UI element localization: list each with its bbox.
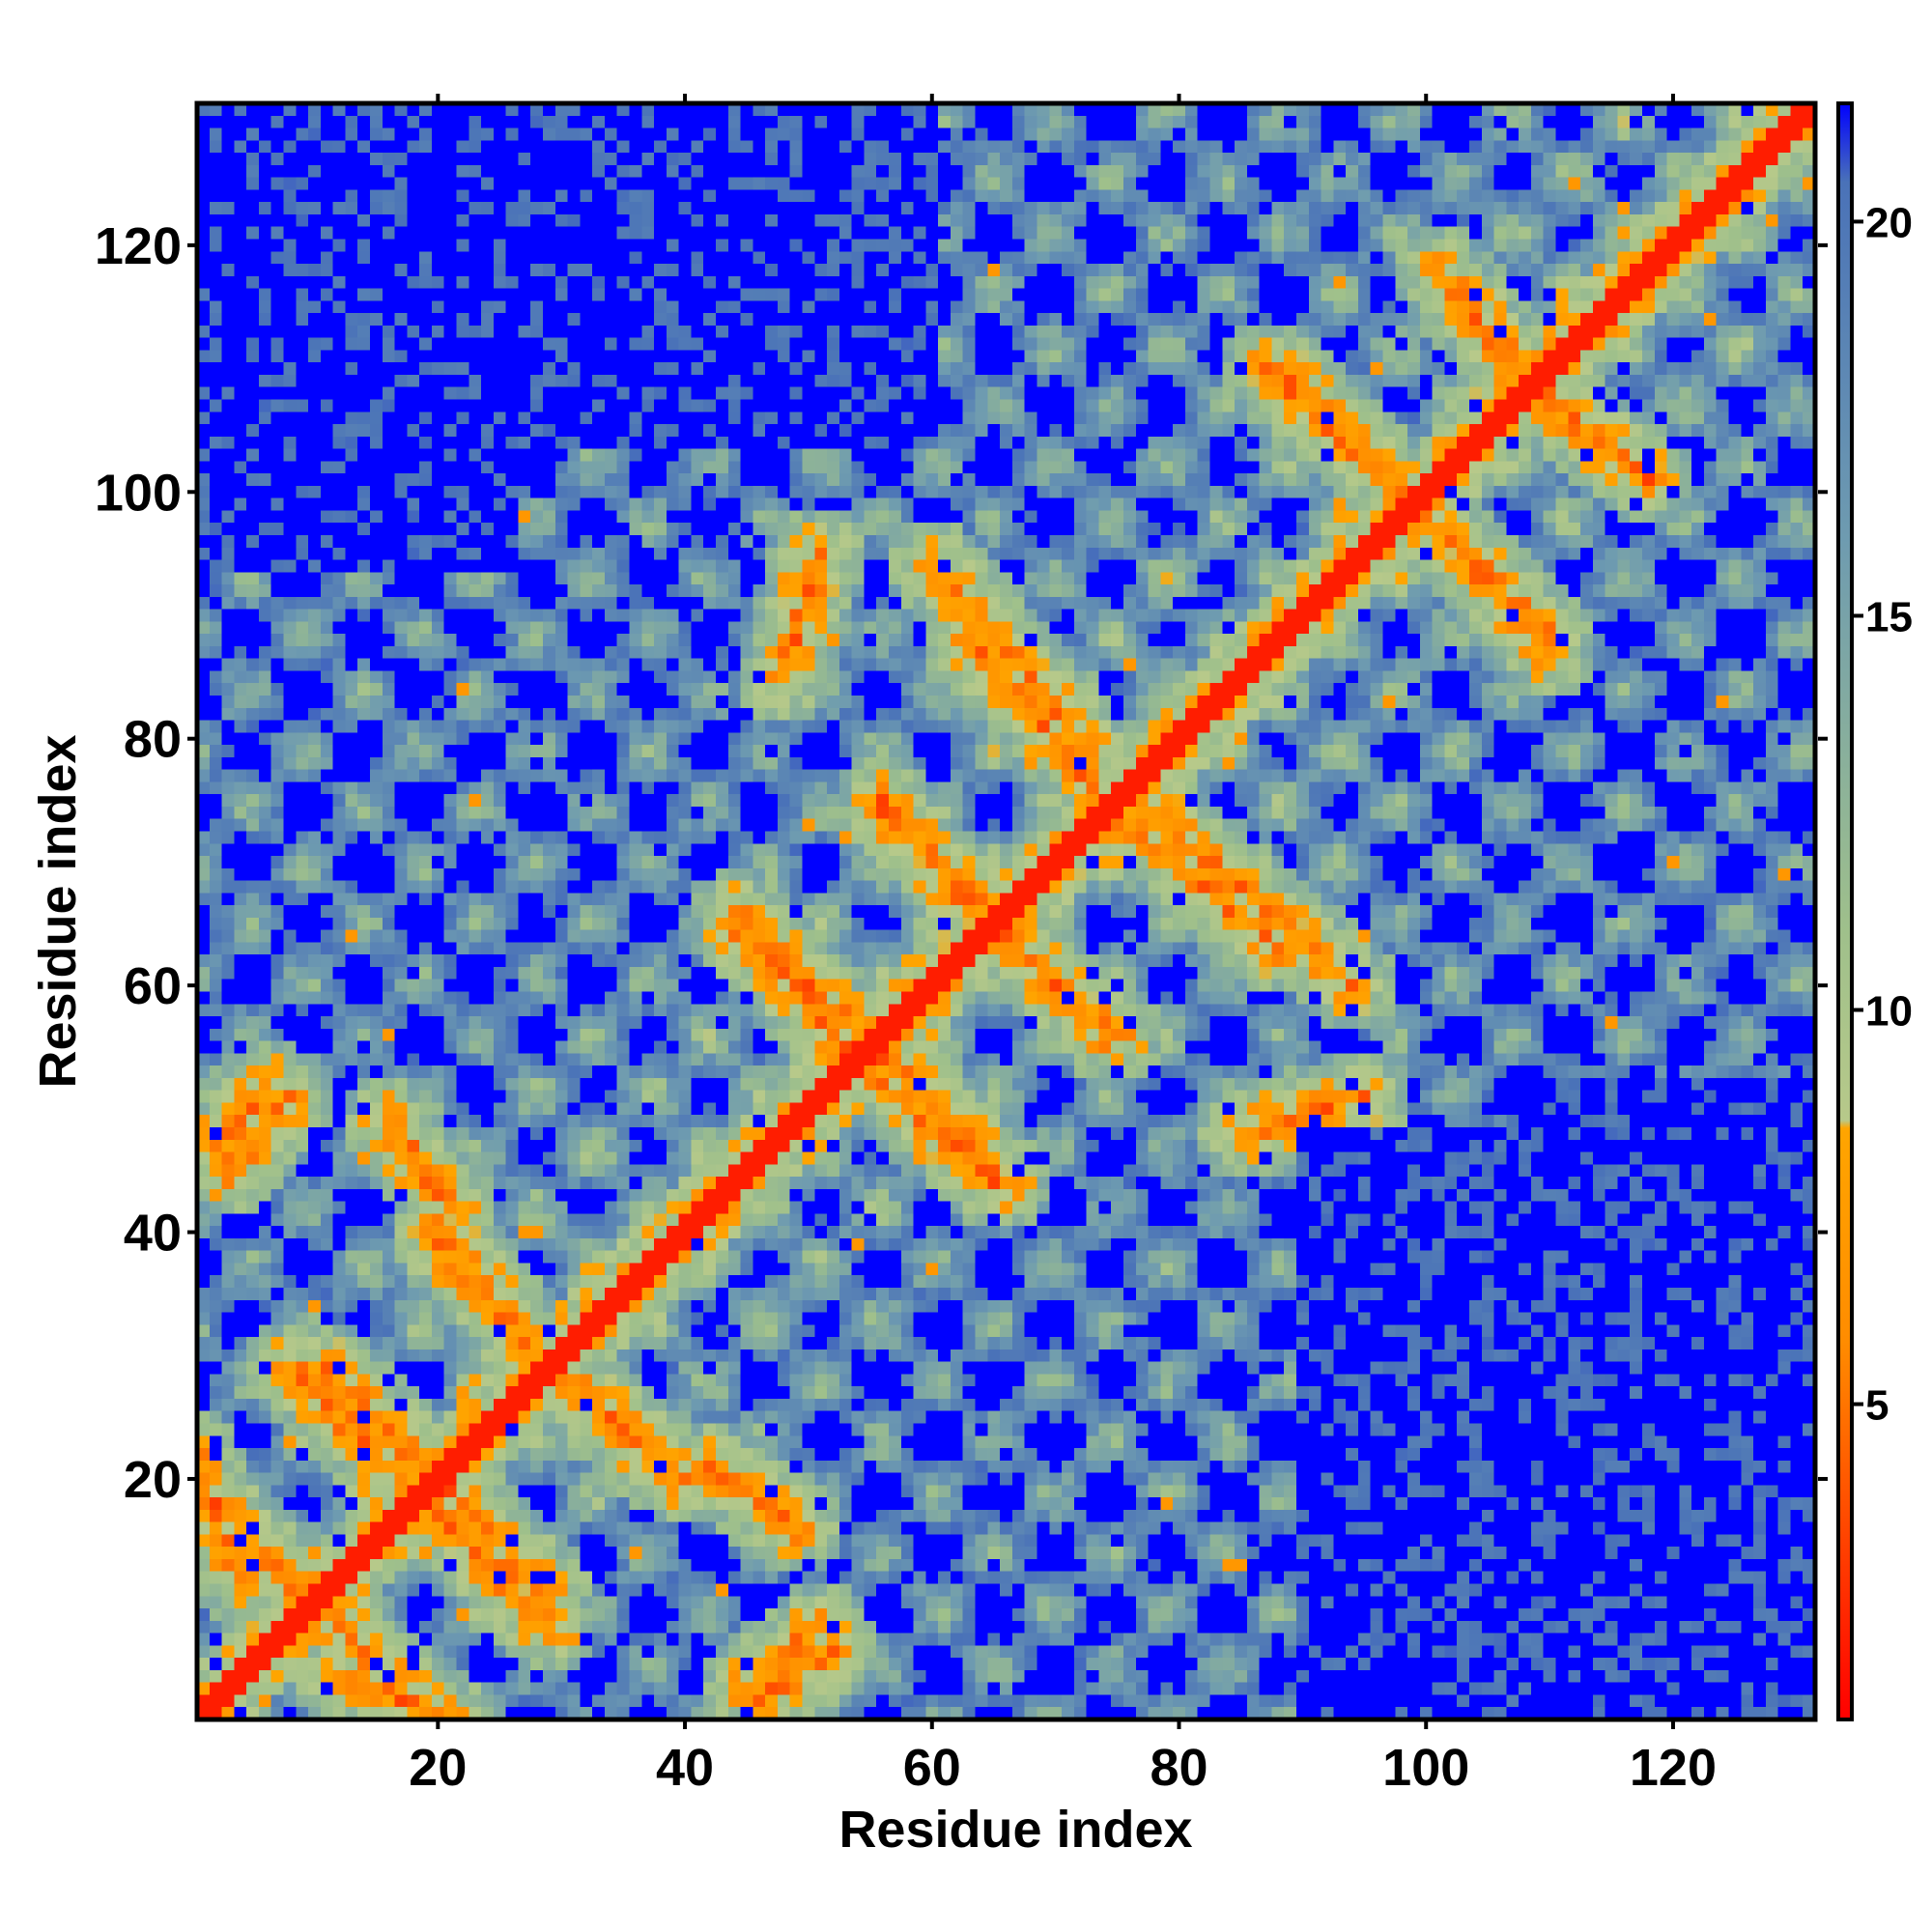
x-tick-label: 60 bbox=[903, 1739, 961, 1797]
x-tick-label: 120 bbox=[1630, 1739, 1717, 1797]
x-tick-label: 20 bbox=[409, 1739, 467, 1797]
colorbar-tick-label: 10 bbox=[1865, 988, 1913, 1036]
x-axis-title: Residue index bbox=[838, 1801, 1192, 1859]
colorbar-tick-label: 15 bbox=[1865, 593, 1913, 640]
y-axis-ticks: 20 40 60 80 100 120 bbox=[95, 217, 197, 1509]
colorbar-tick-label: 20 bbox=[1865, 199, 1913, 246]
y-tick-label: 120 bbox=[95, 217, 182, 275]
x-tick-label: 100 bbox=[1382, 1739, 1469, 1797]
heatmap-plot-area bbox=[194, 100, 1818, 1722]
plot-frame bbox=[194, 100, 1818, 1722]
y-axis-title: Residue index bbox=[29, 734, 87, 1088]
heatmap-cells bbox=[197, 103, 1815, 1719]
y-tick-label: 80 bbox=[124, 711, 182, 769]
colorbar: 5 10 15 20 bbox=[1818, 101, 1913, 1721]
y-tick-label: 20 bbox=[124, 1451, 182, 1509]
y-tick-label: 100 bbox=[95, 464, 182, 522]
colorbar-ticks: 5 10 15 20 bbox=[1818, 199, 1913, 1481]
colorbar-gradient bbox=[1836, 101, 1854, 1721]
y-tick-label: 40 bbox=[124, 1205, 182, 1263]
x-tick-label: 40 bbox=[656, 1739, 714, 1797]
y-tick-label: 60 bbox=[124, 957, 182, 1015]
x-tick-label: 80 bbox=[1150, 1739, 1208, 1797]
x-axis-ticks: 20 40 60 80 100 120 bbox=[409, 94, 1717, 1797]
colorbar-tick-label: 5 bbox=[1865, 1382, 1889, 1430]
